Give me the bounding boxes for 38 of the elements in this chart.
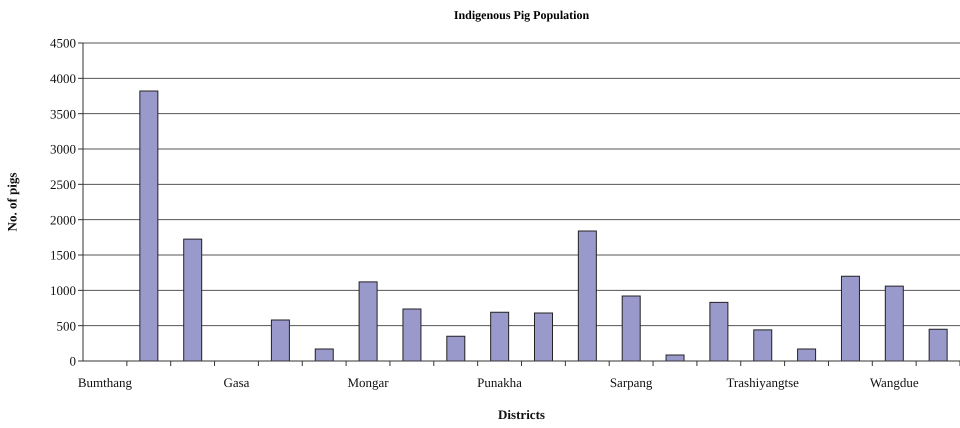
y-axis-title: No. of pigs [4,172,20,232]
x-axis-title: Districts [498,407,545,422]
bar [622,295,641,361]
y-tick-label: 4000 [50,70,76,86]
bar [183,238,202,361]
chart-title: Indigenous Pig Population [452,8,590,23]
bar [928,328,948,361]
bar [709,302,728,361]
bar [139,90,158,361]
y-tick-label: 4500 [50,36,76,51]
bar [446,336,466,361]
x-tick-label: Sarpang [610,375,653,390]
x-tick-label: Bumthang [78,375,133,390]
bar [753,329,772,361]
bar [534,312,553,361]
x-tick-label: Mongar [347,375,390,390]
bar [358,281,378,361]
bar [578,230,597,361]
bar [884,286,904,361]
y-tick-label: 3000 [50,142,76,157]
x-tick-label: Trashiyangtse [726,375,800,390]
x-tick-label: Gasa [223,375,250,390]
y-tick-label: 2500 [50,176,76,192]
bar [270,320,290,361]
y-tick-label: 1000 [50,282,76,298]
bar [402,308,422,361]
x-tick-label: Punakha [477,375,522,390]
y-tick-label: 3500 [50,106,76,122]
y-tick-label: 0 [70,354,76,369]
y-tick-label: 2000 [50,212,76,228]
y-tick-label: 1500 [50,248,76,263]
bar [840,276,860,361]
bar [797,348,816,361]
bar [490,312,510,361]
x-tick-label: Wangdue [870,375,919,390]
bar [666,354,685,361]
y-tick-label: 500 [56,318,76,334]
bar [314,348,334,361]
